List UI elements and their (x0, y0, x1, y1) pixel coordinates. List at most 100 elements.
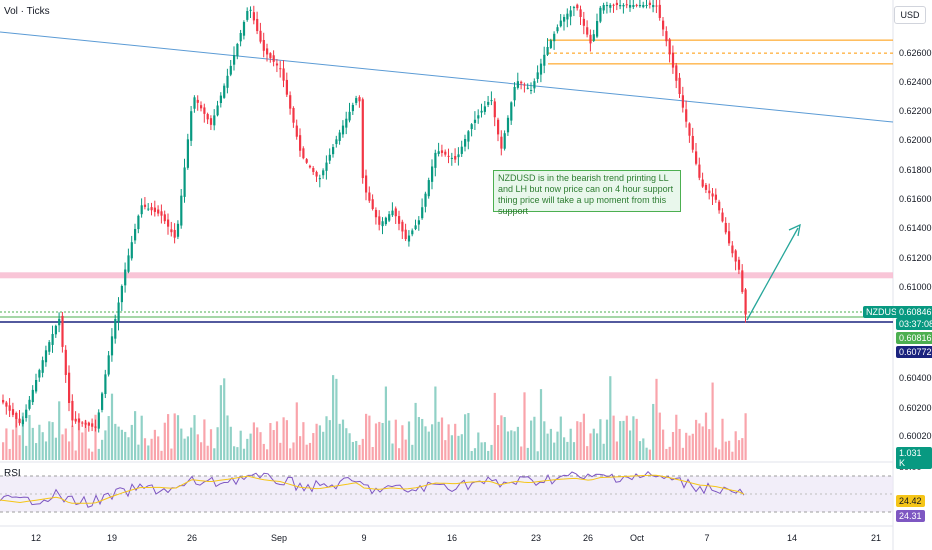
candle-body[interactable] (190, 111, 193, 141)
candle-body[interactable] (724, 222, 727, 233)
candle-body[interactable] (35, 380, 38, 392)
candle-body[interactable] (147, 208, 150, 210)
candle-body[interactable] (328, 154, 331, 161)
candle-body[interactable] (592, 34, 595, 41)
candle-body[interactable] (665, 31, 668, 42)
candle-body[interactable] (414, 225, 417, 230)
candle-body[interactable] (516, 81, 519, 88)
volume-indicator-label[interactable]: Vol · Ticks (4, 6, 50, 17)
candle-body[interactable] (454, 155, 457, 160)
candle-body[interactable] (609, 5, 612, 8)
candle-body[interactable] (648, 2, 651, 5)
candle-body[interactable] (688, 123, 691, 136)
candle-body[interactable] (110, 336, 114, 356)
candle-body[interactable] (523, 84, 526, 86)
candle-body[interactable] (41, 360, 44, 373)
rsi-line[interactable] (0, 470, 745, 508)
candle-body[interactable] (381, 221, 384, 227)
candle-body[interactable] (394, 208, 397, 217)
candle-body[interactable] (157, 209, 160, 214)
candle-body[interactable] (77, 418, 81, 423)
candle-body[interactable] (490, 100, 493, 102)
candle-body[interactable] (285, 79, 288, 95)
candle-body[interactable] (252, 12, 255, 21)
candle-body[interactable] (137, 215, 140, 230)
candle-body[interactable] (348, 111, 351, 121)
candle-body[interactable] (668, 39, 671, 55)
candle-body[interactable] (107, 355, 110, 375)
candle-body[interactable] (341, 125, 345, 135)
candle-body[interactable] (282, 68, 285, 81)
candle-body[interactable] (183, 167, 186, 197)
projection-arrow[interactable] (746, 227, 799, 321)
candle-body[interactable] (11, 409, 15, 415)
candle-body[interactable] (605, 5, 609, 7)
candle-body[interactable] (322, 170, 325, 176)
candle-body[interactable] (233, 55, 236, 65)
candle-body[interactable] (655, 5, 658, 7)
candle-body[interactable] (130, 242, 133, 259)
candle-body[interactable] (553, 33, 556, 42)
candle-body[interactable] (678, 77, 681, 94)
candle-body[interactable] (378, 216, 381, 225)
candle-body[interactable] (124, 269, 127, 286)
candle-body[interactable] (173, 229, 176, 238)
candle-body[interactable] (391, 210, 394, 216)
candle-body[interactable] (619, 5, 622, 7)
candle-body[interactable] (345, 118, 348, 128)
candle-body[interactable] (731, 245, 734, 254)
candle-body[interactable] (28, 399, 31, 409)
candle-body[interactable] (467, 131, 470, 142)
candle-body[interactable] (388, 214, 391, 221)
candle-body[interactable] (566, 13, 569, 20)
candle-body[interactable] (203, 107, 206, 114)
candle-body[interactable] (404, 229, 407, 240)
candle-body[interactable] (167, 219, 170, 227)
trade-annotation[interactable]: NZDUSD is in the bearish trend printing … (493, 170, 681, 216)
candle-body[interactable] (625, 4, 628, 6)
pink-resistance-zone[interactable] (0, 272, 893, 279)
candle-body[interactable] (209, 118, 213, 125)
candle-body[interactable] (365, 175, 368, 193)
candle-body[interactable] (272, 55, 275, 62)
candle-body[interactable] (48, 342, 51, 352)
candle-body[interactable] (68, 372, 71, 403)
candle-body[interactable] (596, 21, 599, 37)
candle-body[interactable] (424, 193, 427, 207)
candle-body[interactable] (143, 204, 147, 207)
candle-body[interactable] (384, 217, 387, 225)
candle-body[interactable] (259, 30, 262, 42)
candle-body[interactable] (71, 400, 74, 421)
candle-body[interactable] (104, 374, 107, 395)
candle-body[interactable] (493, 101, 496, 118)
candle-body[interactable] (599, 7, 602, 22)
candle-body[interactable] (97, 412, 100, 429)
candle-body[interactable] (351, 104, 354, 112)
candle-body[interactable] (25, 409, 28, 418)
candle-body[interactable] (58, 318, 61, 326)
candle-body[interactable] (279, 68, 282, 70)
candle-body[interactable] (497, 119, 500, 135)
candle-body[interactable] (546, 47, 549, 55)
candle-body[interactable] (632, 5, 635, 7)
candle-body[interactable] (530, 90, 533, 91)
candle-body[interactable] (487, 101, 490, 105)
candle-body[interactable] (170, 229, 173, 233)
candle-body[interactable] (417, 220, 420, 225)
candle-body[interactable] (361, 99, 364, 179)
candle-body[interactable] (569, 10, 572, 17)
candle-body[interactable] (662, 20, 665, 30)
candle-body[interactable] (31, 389, 34, 403)
rsi-indicator-label[interactable]: RSI (4, 468, 21, 479)
candle-body[interactable] (427, 180, 430, 197)
candle-body[interactable] (242, 22, 246, 36)
candle-body[interactable] (374, 209, 378, 218)
candle-body[interactable] (292, 107, 295, 123)
candle-body[interactable] (635, 4, 638, 6)
candle-body[interactable] (229, 65, 232, 75)
candle-body[interactable] (312, 168, 315, 172)
candle-body[interactable] (371, 199, 374, 209)
candle-body[interactable] (262, 39, 265, 51)
candle-body[interactable] (533, 81, 536, 89)
